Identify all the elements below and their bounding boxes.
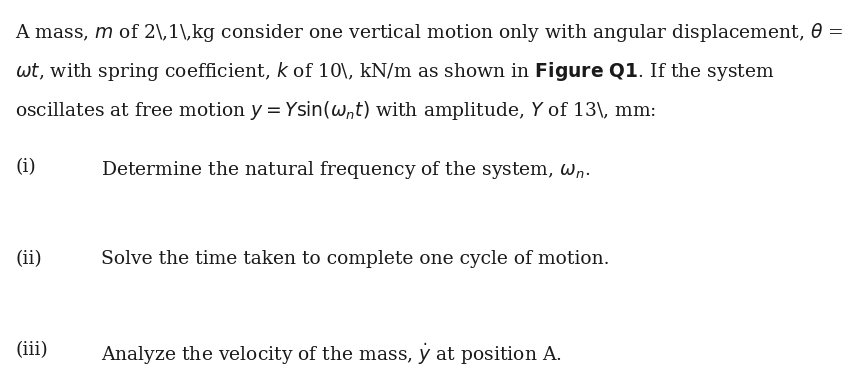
Text: (iii): (iii)	[15, 341, 48, 359]
Text: Determine the natural frequency of the system, $\omega_n$.: Determine the natural frequency of the s…	[101, 159, 590, 181]
Text: A mass, $m$ of 2\,1\,kg consider one vertical motion only with angular displacem: A mass, $m$ of 2\,1\,kg consider one ver…	[15, 21, 843, 44]
Text: Analyze the velocity of the mass, $\dot{y}$ at position A.: Analyze the velocity of the mass, $\dot{…	[101, 341, 561, 367]
Text: (i): (i)	[15, 159, 36, 176]
Text: oscillates at free motion $y = Y\sin(\omega_n t)$ with amplitude, $Y$ of 13\, mm: oscillates at free motion $y = Y\sin(\om…	[15, 99, 657, 122]
Text: Solve the time taken to complete one cycle of motion.: Solve the time taken to complete one cyc…	[101, 250, 609, 268]
Text: $\omega t$, with spring coefficient, $k$ of 10\, kN/m as shown in $\mathbf{Figur: $\omega t$, with spring coefficient, $k$…	[15, 60, 774, 83]
Text: (ii): (ii)	[15, 250, 42, 268]
